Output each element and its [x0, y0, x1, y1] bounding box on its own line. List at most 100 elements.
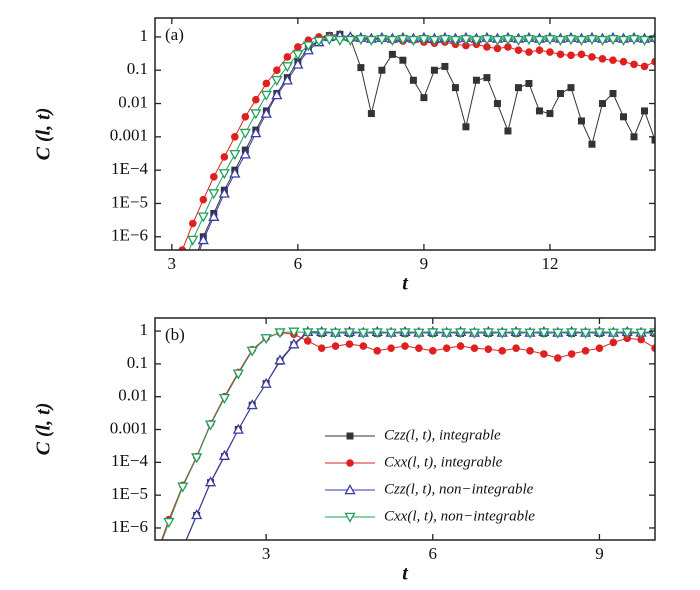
plot-area: [151, 325, 655, 562]
marker: [344, 35, 356, 46]
marker: [470, 344, 479, 353]
marker: [313, 36, 325, 47]
marker: [274, 354, 286, 365]
y-axis-label: C (l, t): [33, 108, 55, 161]
marker: [385, 328, 397, 339]
marker: [273, 66, 281, 75]
marker: [407, 35, 420, 46]
marker: [218, 187, 230, 198]
marker: [373, 347, 382, 355]
marker: [357, 64, 365, 72]
marker: [496, 328, 508, 339]
marker: [208, 210, 220, 221]
marker: [274, 328, 286, 339]
marker: [281, 62, 293, 73]
marker: [359, 342, 368, 350]
marker: [565, 35, 577, 46]
marker: [189, 261, 196, 268]
y-tick-label: 1E−6: [111, 517, 148, 536]
marker: [504, 127, 512, 135]
marker: [482, 328, 494, 339]
marker: [472, 76, 480, 84]
marker: [525, 79, 533, 87]
marker: [188, 266, 197, 274]
marker: [260, 107, 272, 118]
marker: [378, 66, 386, 74]
marker: [179, 300, 186, 307]
marker: [420, 94, 428, 102]
marker: [481, 35, 493, 46]
marker: [588, 53, 596, 61]
legend-marker: [346, 432, 354, 440]
marker: [588, 140, 596, 148]
marker: [617, 35, 630, 46]
marker: [218, 169, 230, 180]
marker: [302, 41, 314, 52]
x-tick-label: 6: [294, 254, 303, 273]
marker: [441, 328, 453, 339]
marker: [292, 50, 304, 61]
marker: [533, 35, 546, 46]
marker: [577, 117, 585, 125]
marker: [525, 48, 533, 56]
marker: [621, 328, 633, 339]
marker: [178, 266, 187, 274]
y-tick-label: 0.1: [127, 353, 148, 372]
marker: [415, 344, 423, 353]
marker: [281, 74, 293, 85]
marker: [638, 35, 651, 46]
marker: [552, 328, 564, 339]
marker: [246, 399, 258, 410]
marker: [640, 107, 648, 115]
marker: [498, 347, 507, 355]
marker: [538, 328, 550, 339]
marker: [334, 35, 346, 46]
marker: [208, 189, 220, 200]
marker: [179, 545, 186, 552]
marker: [546, 48, 554, 56]
marker: [388, 50, 396, 58]
marker: [409, 76, 417, 84]
marker: [288, 327, 300, 338]
marker: [504, 43, 512, 51]
marker: [271, 76, 283, 87]
y-tick-label: 0.001: [110, 126, 148, 145]
marker: [556, 50, 565, 59]
marker: [586, 35, 598, 46]
marker: [168, 284, 176, 292]
y-axis-label: C (l, t): [33, 403, 55, 456]
marker: [556, 90, 564, 98]
marker: [151, 554, 159, 562]
marker: [607, 328, 619, 339]
marker: [220, 153, 229, 161]
marker: [512, 35, 525, 46]
marker: [451, 84, 459, 92]
marker: [514, 84, 522, 92]
x-axis-label: t: [402, 563, 409, 585]
marker: [649, 35, 655, 46]
marker: [470, 35, 483, 46]
marker: [178, 299, 187, 307]
marker: [204, 420, 217, 431]
marker: [598, 55, 607, 63]
marker: [635, 328, 647, 339]
x-tick-label: 3: [168, 254, 177, 273]
marker: [418, 35, 430, 46]
x-tick-label: 9: [595, 544, 604, 563]
marker: [204, 476, 217, 487]
marker: [609, 338, 618, 347]
x-tick-label: 12: [541, 254, 558, 273]
marker: [628, 35, 640, 46]
y-tick-label: 0.01: [118, 92, 148, 111]
marker: [491, 35, 504, 46]
marker: [619, 57, 628, 66]
marker: [316, 328, 328, 339]
marker: [231, 133, 239, 141]
marker: [577, 50, 586, 59]
marker: [197, 212, 209, 223]
y-tick-label: 1E−6: [111, 226, 148, 245]
marker: [399, 328, 411, 339]
marker: [567, 51, 575, 60]
marker: [510, 328, 522, 339]
y-tick-label: 1: [140, 320, 149, 339]
